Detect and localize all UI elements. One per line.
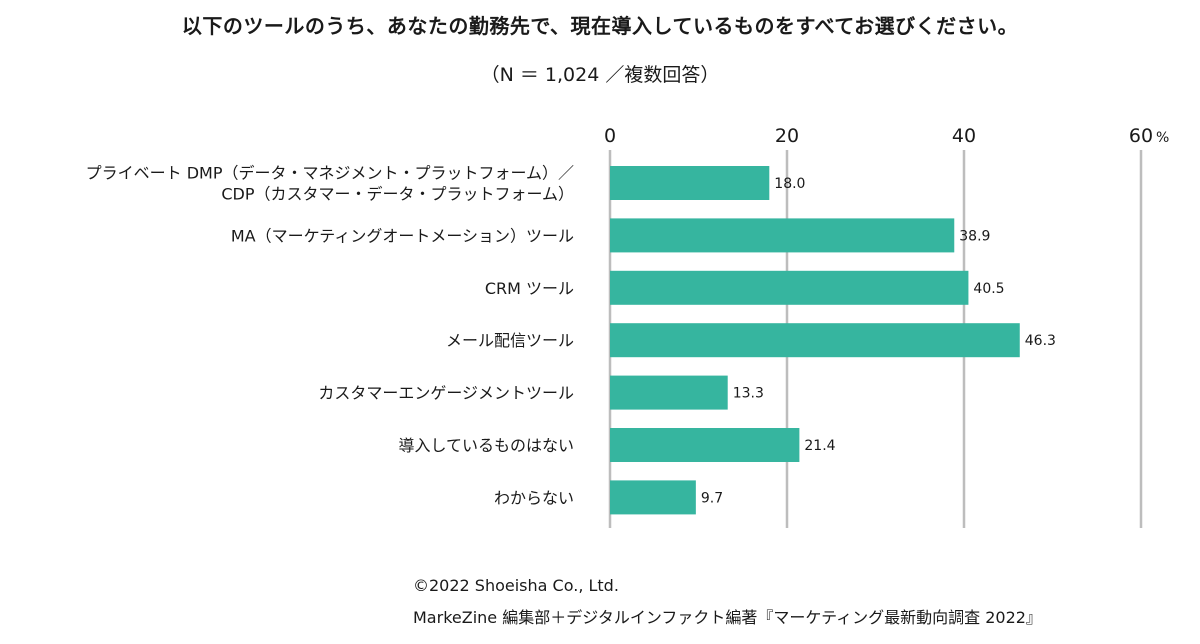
category-label: CRM ツール [485,279,574,298]
category-label: メール配信ツール [446,331,574,350]
data-label: 21.4 [804,438,835,454]
category-label: わからない [494,488,574,507]
source-note: MarkeZine 編集部＋デジタルインファクト編著『マーケティング最新動向調査… [413,608,1042,627]
bar [610,375,728,410]
x-tick-label: 40 [952,125,976,147]
bar [610,270,969,305]
chart-title: 以下のツールのうち、あなたの勤務先で、現在導入しているものをすべてお選びください… [181,14,1019,38]
category-label: 導入しているものはない [398,436,574,455]
bar [610,428,800,462]
data-label: 40.5 [973,281,1004,297]
data-label: 13.3 [733,386,764,402]
bar [610,480,696,515]
x-tick-label: 60 [1129,125,1153,147]
data-label: 46.3 [1025,333,1056,349]
bar [610,166,770,200]
x-tick-label: 20 [775,125,799,147]
x-tick-label: 0 [604,125,616,147]
bar [610,218,955,253]
category-label: CDP（カスタマー・データ・プラットフォーム） [221,185,574,204]
data-label: 38.9 [959,228,990,244]
x-unit-label: % [1156,130,1169,146]
data-label: 9.7 [701,490,723,506]
category-label: プライベート DMP（データ・マネジメント・プラットフォーム）／ [86,164,574,183]
bar [610,323,1020,358]
data-label: 18.0 [774,176,805,192]
category-label: カスタマーエンゲージメントツール [318,384,574,403]
copyright-note: ©2022 Shoeisha Co., Ltd. [413,576,619,595]
chart-subtitle: （N ＝ 1,024 ／複数回答） [480,64,720,86]
category-label: MA（マーケティングオートメーション）ツール [231,226,574,245]
